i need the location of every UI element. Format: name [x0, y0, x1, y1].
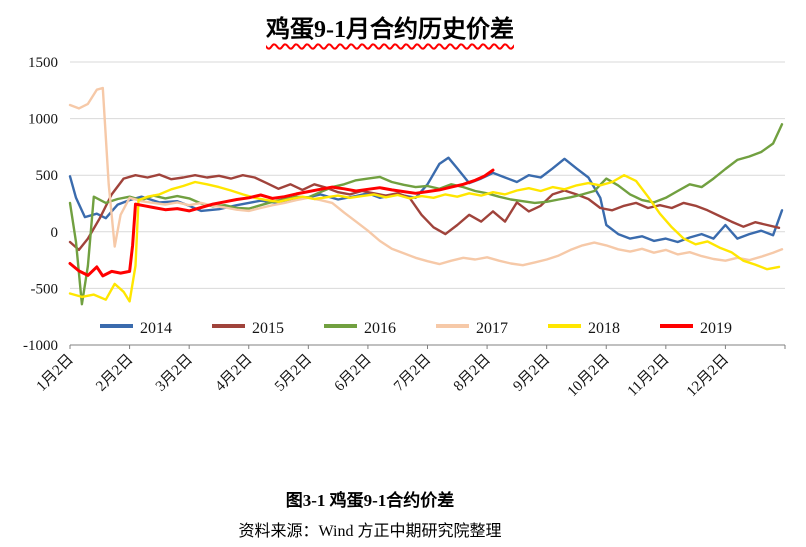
x-axis-label: 10月2日: [565, 352, 613, 400]
source-caption: 资料来源：Wind 方正中期研究院整理: [238, 523, 502, 540]
x-axis-label: 4月2日: [212, 352, 255, 395]
y-axis-label: -1000: [23, 338, 58, 354]
x-axis-label: 2月2日: [93, 352, 136, 395]
y-axis-label: 1500: [28, 55, 58, 71]
legend-swatch-2016: [324, 324, 357, 328]
legend-swatch-2014: [100, 324, 133, 328]
x-axis-label: 6月2日: [332, 352, 375, 395]
x-axis-label: 12月2日: [684, 352, 732, 400]
y-axis-label: 1000: [28, 112, 58, 128]
y-axis-label: -500: [31, 281, 59, 297]
x-axis-label: 1月2日: [34, 352, 77, 395]
figure-caption: 图3-1 鸡蛋9-1合约价差: [285, 491, 455, 510]
x-axis-label: 8月2日: [451, 352, 494, 395]
chart-title: 鸡蛋9-1月合约历史价差: [266, 17, 514, 43]
legend-swatch-2019: [660, 324, 693, 328]
legend-label-2014: 2014: [140, 320, 172, 337]
legend-label-2015: 2015: [252, 320, 284, 337]
legend-label-2016: 2016: [364, 320, 396, 337]
legend-label-2018: 2018: [588, 320, 620, 337]
x-axis-label: 11月2日: [625, 352, 673, 400]
x-axis-label: 3月2日: [153, 352, 196, 395]
y-axis-label: 0: [51, 225, 59, 241]
legend-swatch-2018: [548, 324, 581, 328]
legend-label-2019: 2019: [700, 320, 732, 337]
x-axis-label: 9月2日: [510, 352, 553, 395]
x-axis-label: 5月2日: [272, 352, 315, 395]
series-line-2019: [68, 168, 495, 278]
series-line-2016: [68, 123, 784, 306]
y-axis-label: 500: [36, 168, 59, 184]
legend-label-2017: 2017: [476, 320, 508, 337]
series-line-2018: [68, 173, 781, 303]
series-line-2017: [68, 86, 784, 267]
series-line-2015: [68, 173, 781, 252]
legend-swatch-2017: [436, 324, 469, 328]
x-axis-label: 7月2日: [391, 352, 434, 395]
legend-swatch-2015: [212, 324, 245, 328]
